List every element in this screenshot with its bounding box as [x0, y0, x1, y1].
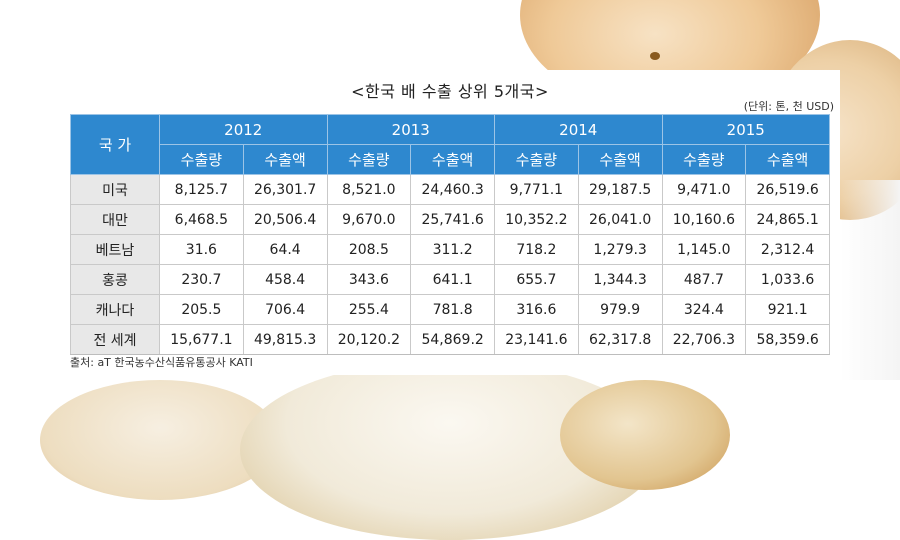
metric-header: 수출량: [159, 144, 244, 175]
value-cell: 15,677.1: [159, 324, 244, 355]
value-cell: 9,771.1: [494, 174, 579, 205]
value-cell: 8,125.7: [159, 174, 244, 205]
value-cell: 58,359.6: [745, 324, 830, 355]
value-cell: 31.6: [159, 234, 244, 265]
year-header: 2014: [494, 114, 663, 145]
country-cell: 캐나다: [70, 294, 160, 325]
metric-header: 수출량: [661, 144, 747, 175]
metric-header: 수출량: [326, 144, 412, 175]
value-cell: 1,279.3: [577, 234, 663, 265]
value-cell: 10,352.2: [494, 204, 579, 235]
table-row: 홍콩 230.7 458.4 343.6 641.1 655.7 1,344.3 487.7 1…: [70, 264, 830, 295]
year-header-row: 국 가 2012 2013 2014 2015: [70, 114, 830, 175]
value-cell: 458.4: [242, 264, 328, 295]
table-body: 미국 8,125.7 26,301.7 8,521.0 24,460.3 9,771.1 2…: [70, 174, 830, 355]
table-row: 전 세계 15,677.1 49,815.3 20,120.2 54,869.2 23,1…: [70, 324, 830, 355]
value-cell: 311.2: [410, 234, 495, 265]
value-cell: 24,460.3: [410, 174, 495, 205]
value-cell: 62,317.8: [577, 324, 663, 355]
value-cell: 1,033.6: [745, 264, 830, 295]
value-cell: 718.2: [494, 234, 579, 265]
value-cell: 9,670.0: [326, 204, 412, 235]
pear-slice: [560, 380, 730, 490]
value-cell: 26,041.0: [577, 204, 663, 235]
value-cell: 23,141.6: [494, 324, 579, 355]
value-cell: 255.4: [326, 294, 412, 325]
value-cell: 208.5: [326, 234, 412, 265]
value-cell: 655.7: [494, 264, 579, 295]
value-cell: 230.7: [159, 264, 244, 295]
year-header: 2012: [159, 114, 328, 145]
country-cell: 대만: [70, 204, 160, 235]
year-header: 2013: [326, 114, 495, 145]
country-cell: 전 세계: [70, 324, 160, 355]
value-cell: 343.6: [326, 264, 412, 295]
value-cell: 6,468.5: [159, 204, 244, 235]
value-cell: 10,160.6: [661, 204, 747, 235]
metric-header: 수출액: [745, 144, 830, 175]
value-cell: 324.4: [661, 294, 747, 325]
metric-header: 수출액: [577, 144, 663, 175]
value-cell: 316.6: [494, 294, 579, 325]
country-cell: 베트남: [70, 234, 160, 265]
table-title: <한국 배 수출 상위 5개국>: [351, 82, 549, 101]
value-cell: 22,706.3: [661, 324, 747, 355]
value-cell: 54,869.2: [410, 324, 495, 355]
unit-note: (단위: 톤, 천 USD): [743, 100, 834, 113]
value-cell: 64.4: [242, 234, 328, 265]
pear-spot: [650, 52, 660, 60]
year-header: 2015: [661, 114, 830, 145]
value-cell: 8,521.0: [326, 174, 412, 205]
value-cell: 979.9: [577, 294, 663, 325]
metric-header: 수출량: [494, 144, 579, 175]
table-row: 캐나다 205.5 706.4 255.4 781.8 316.6 979.9 324.4 92…: [70, 294, 830, 325]
value-cell: 2,312.4: [745, 234, 830, 265]
value-cell: 781.8: [410, 294, 495, 325]
value-cell: 24,865.1: [745, 204, 830, 235]
table-panel: <한국 배 수출 상위 5개국> (단위: 톤, 천 USD) 국 가 2012…: [60, 70, 840, 375]
metric-header: 수출액: [410, 144, 495, 175]
value-cell: 1,145.0: [661, 234, 747, 265]
value-cell: 20,506.4: [242, 204, 328, 235]
value-cell: 20,120.2: [326, 324, 412, 355]
country-cell: 홍콩: [70, 264, 160, 295]
export-table: 국 가 2012 2013 2014 2015 수출량 수출액 수출량 수출액 …: [70, 114, 830, 355]
country-cell: 미국: [70, 174, 160, 205]
value-cell: 25,741.6: [410, 204, 495, 235]
value-cell: 921.1: [745, 294, 830, 325]
table-row: 베트남 31.6 64.4 208.5 311.2 718.2 1,279.3 1,145.0…: [70, 234, 830, 265]
value-cell: 205.5: [159, 294, 244, 325]
value-cell: 641.1: [410, 264, 495, 295]
value-cell: 26,519.6: [745, 174, 830, 205]
table-row: 미국 8,125.7 26,301.7 8,521.0 24,460.3 9,771.1 2…: [70, 174, 830, 205]
source-note: 출처: aT 한국농수산식품유통공사 KATI: [70, 356, 253, 369]
value-cell: 1,344.3: [577, 264, 663, 295]
value-cell: 487.7: [661, 264, 747, 295]
metric-header: 수출액: [242, 144, 328, 175]
background-fade: [840, 180, 900, 380]
value-cell: 49,815.3: [242, 324, 328, 355]
value-cell: 26,301.7: [242, 174, 328, 205]
table-row: 대만 6,468.5 20,506.4 9,670.0 25,741.6 10,352.2…: [70, 204, 830, 235]
metric-header-row: 수출량 수출액 수출량 수출액 수출량 수출액 수출량 수출액: [71, 144, 830, 175]
country-column-header: 국 가: [70, 114, 160, 175]
value-cell: 29,187.5: [577, 174, 663, 205]
value-cell: 9,471.0: [661, 174, 747, 205]
value-cell: 706.4: [242, 294, 328, 325]
